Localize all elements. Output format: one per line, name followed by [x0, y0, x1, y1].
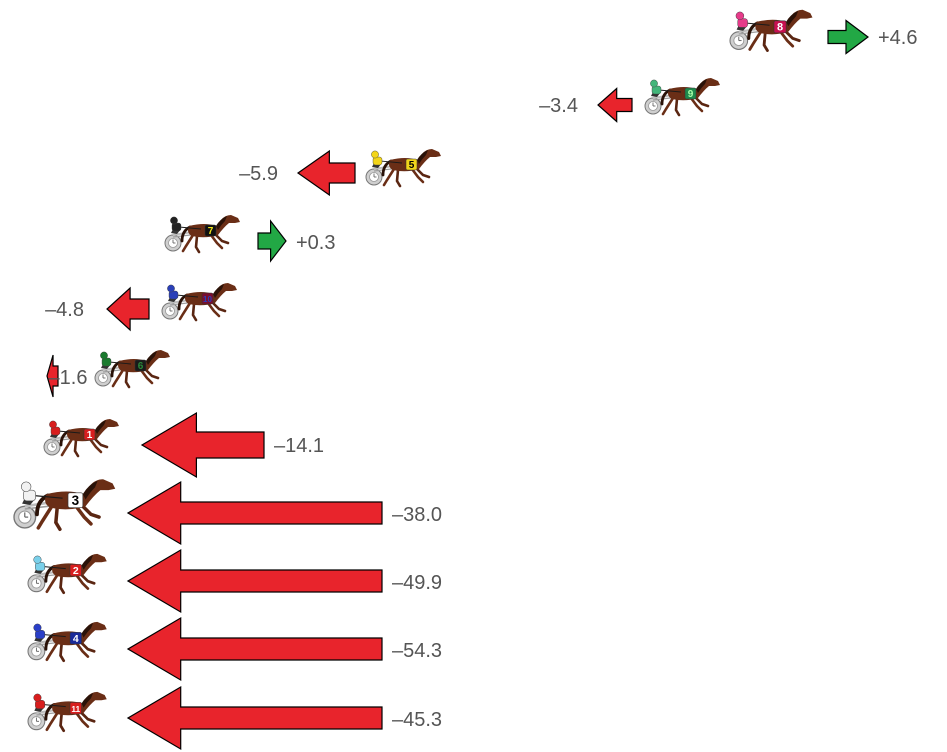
odds-change-label: –49.9: [392, 572, 442, 594]
red-arrow-left-icon: [46, 354, 59, 398]
horse-number: 6: [138, 361, 144, 372]
horse-number: 7: [208, 226, 214, 237]
odds-change-label: –45.3: [392, 709, 442, 731]
saddle-cloth: [201, 292, 214, 305]
red-arrow-left-icon: [140, 411, 265, 479]
odds-change-label: –3.4: [539, 95, 578, 117]
horse-number: 9: [688, 89, 694, 100]
entry-row: 1 –14.1: [42, 411, 324, 479]
saddle-cloth: [405, 158, 418, 171]
harness-racing-horse-icon: 4: [26, 620, 109, 663]
harness-racing-horse-icon: 6: [93, 348, 172, 389]
saddle-cloth: [69, 564, 82, 577]
red-arrow-left-icon: [126, 685, 383, 751]
odds-change-label: +0.3: [296, 232, 335, 254]
saddle-cloth: [204, 224, 217, 237]
harness-racing-horse-icon: 1: [42, 417, 121, 458]
horse-number: 1: [87, 430, 93, 441]
entry-row: 9 –3.4: [539, 76, 722, 123]
saddle-cloth: [69, 632, 82, 645]
odds-change-label: +4.6: [878, 27, 917, 49]
red-arrow-left-icon: [126, 548, 383, 614]
horse-number: 10: [203, 295, 212, 304]
saddle-cloth: [773, 20, 787, 34]
red-arrow-left-icon: [126, 480, 383, 546]
harness-racing-horse-icon: 10: [160, 281, 239, 322]
entry-row: 3 –38.0: [12, 477, 442, 546]
saddle-cloth: [67, 492, 84, 508]
horse-number: 5: [409, 160, 415, 171]
odds-change-label: –54.3: [392, 640, 442, 662]
red-arrow-left-icon: [597, 87, 633, 123]
red-arrow-left-icon: [126, 616, 383, 682]
harness-racing-horse-icon: 3: [12, 477, 118, 532]
saddle-cloth: [684, 87, 697, 100]
entry-row: 2 –49.9: [26, 548, 442, 614]
odds-change-label: –38.0: [392, 504, 442, 526]
odds-change-label: –5.9: [239, 163, 278, 185]
green-arrow-right-icon: [827, 19, 869, 55]
horse-number: 8: [777, 22, 783, 34]
horse-number: 11: [71, 704, 80, 714]
entry-row: 7 +0.3: [163, 213, 335, 263]
harness-racing-horse-icon: 5: [364, 147, 443, 188]
harness-racing-horse-icon: 2: [26, 552, 109, 595]
red-arrow-left-icon: [296, 149, 356, 197]
horse-number: 3: [72, 493, 80, 508]
horse-number: 2: [73, 565, 79, 577]
entry-row: 4 –54.3: [26, 616, 442, 682]
harness-racing-horse-icon: 9: [643, 76, 722, 117]
harness-racing-horse-icon: 8: [728, 8, 815, 53]
entry-row: 5 –5.9: [239, 147, 443, 197]
harness-racing-horse-icon: 7: [163, 213, 242, 254]
entry-row: 11 –45.3: [26, 685, 442, 751]
harness-racing-horse-icon: 11: [26, 690, 109, 733]
odds-change-label: –14.1: [274, 435, 324, 457]
saddle-cloth: [134, 359, 147, 372]
entry-row: 10 –4.8: [45, 281, 239, 332]
odds-change-label: –1.6: [49, 367, 88, 389]
green-arrow-right-icon: [257, 219, 287, 263]
entry-row: 6 –1.6: [46, 348, 172, 398]
odds-change-label: –4.8: [45, 299, 84, 321]
saddle-cloth: [83, 428, 96, 441]
horse-number: 4: [73, 633, 79, 645]
entry-row: 8 +4.6: [728, 8, 917, 55]
saddle-cloth: [69, 702, 82, 715]
red-arrow-left-icon: [106, 286, 150, 332]
